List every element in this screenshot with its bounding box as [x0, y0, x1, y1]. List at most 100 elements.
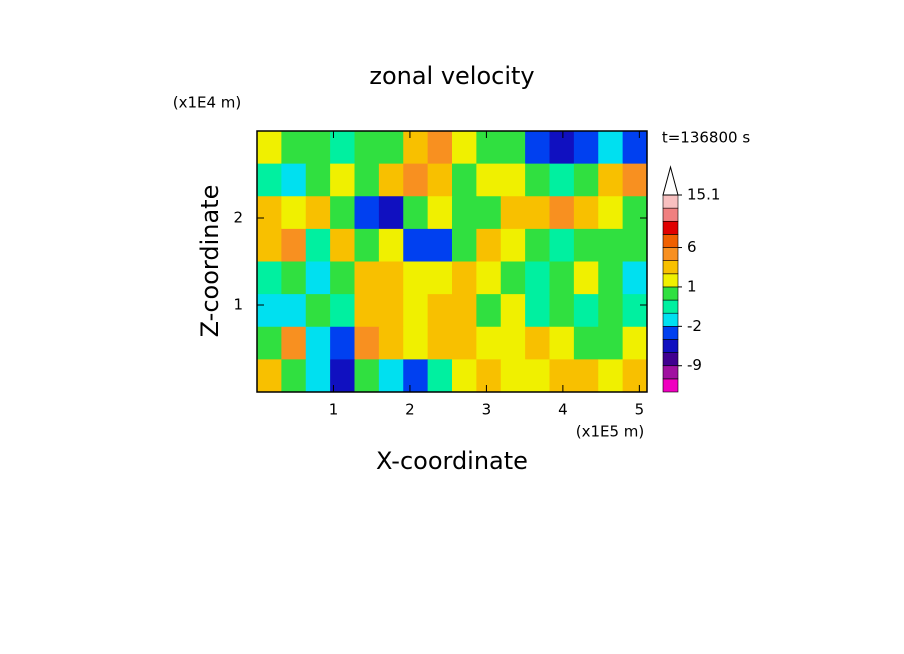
field-cell: [476, 294, 502, 328]
field-cell: [281, 228, 307, 262]
colorbar-segment: [662, 339, 679, 353]
field-cell: [305, 294, 331, 328]
colorbar-segment: [662, 378, 679, 393]
field-cell: [378, 359, 404, 393]
field-cell: [452, 261, 477, 295]
field-cell: [281, 359, 307, 393]
colorbar-extend: [662, 165, 679, 196]
field-cell: [525, 196, 550, 230]
field-cell: [257, 163, 282, 197]
field-cell: [257, 359, 282, 393]
field-cell: [452, 228, 477, 262]
field-cell: [573, 228, 599, 262]
field-cell: [549, 261, 575, 295]
colorbar-segment: [662, 220, 679, 235]
field-cell: [378, 196, 404, 230]
y-tick-label: 2: [233, 209, 243, 227]
colorbar-label: 15.1: [687, 186, 720, 204]
field-cell: [257, 261, 282, 295]
field-cell: [573, 326, 599, 360]
field-cell: [257, 196, 282, 230]
field-cell: [622, 294, 648, 328]
field-cell: [622, 228, 648, 262]
field-cell: [378, 326, 404, 360]
field-cell: [622, 163, 648, 197]
field-cell: [500, 326, 526, 360]
field-cell: [354, 294, 380, 328]
x-tick-label: 1: [329, 401, 339, 419]
field-cell: [500, 228, 526, 262]
field-cell: [427, 261, 453, 295]
field-cell: [281, 294, 307, 328]
field-cell: [354, 359, 380, 393]
field-cell: [598, 163, 624, 197]
annotation: t=136800 s: [662, 129, 750, 147]
field-cell: [500, 131, 526, 165]
y-axis-label: Z-coordinate: [196, 185, 224, 338]
field-cell: [500, 261, 526, 295]
field-cell: [281, 261, 307, 295]
field-cell: [476, 196, 502, 230]
field-cell: [573, 196, 599, 230]
field-cell: [403, 196, 429, 230]
field-cell: [403, 326, 429, 360]
field-cell: [573, 163, 599, 197]
field-cell: [598, 326, 624, 360]
field-cell: [622, 196, 648, 230]
plot-frame: [256, 130, 648, 393]
field-cell: [525, 163, 550, 197]
field-cell: [525, 294, 550, 328]
field-cell: [305, 131, 331, 165]
field-cell: [598, 131, 624, 165]
field-cell: [573, 359, 599, 393]
field-cell: [330, 163, 355, 197]
field-cell: [330, 261, 355, 295]
field-cell: [330, 359, 355, 393]
x-tick-label: 4: [558, 401, 568, 419]
x-tick-label: 3: [482, 401, 492, 419]
field-cell: [452, 294, 477, 328]
y-unit: (x1E4 m): [173, 94, 242, 112]
field-cell: [281, 326, 307, 360]
colorbar-segment: [662, 207, 679, 222]
field-cell: [281, 196, 307, 230]
colorbar-segment: [662, 273, 679, 288]
colorbar-segment: [662, 312, 679, 327]
field-cell: [354, 196, 380, 230]
field-cell: [573, 294, 599, 328]
field-cell: [476, 163, 502, 197]
colorbar-segment: [662, 286, 679, 301]
field-cell: [598, 261, 624, 295]
colorbar-segment: [662, 326, 679, 340]
colorbar-segment: [662, 299, 679, 314]
field-cell: [573, 131, 599, 165]
chart-title: zonal velocity: [369, 62, 534, 90]
field-cell: [452, 359, 477, 393]
field-cell: [354, 326, 380, 360]
field-cell: [378, 131, 404, 165]
field-cell: [427, 163, 453, 197]
colorbar-label: -2: [687, 317, 702, 335]
field-cell: [598, 359, 624, 393]
field-cell: [452, 196, 477, 230]
field-cell: [598, 196, 624, 230]
field-cell: [452, 326, 477, 360]
field-cell: [427, 228, 453, 262]
y-tick-label: 1: [233, 296, 243, 314]
field-cell: [378, 163, 404, 197]
field-cell: [257, 131, 282, 165]
colorbar-segment: [662, 247, 679, 261]
field-cell: [257, 294, 282, 328]
field-cell: [281, 163, 307, 197]
field-cell: [403, 228, 429, 262]
x-unit: (x1E5 m): [576, 423, 645, 441]
field-cell: [354, 163, 380, 197]
field-cell: [330, 196, 355, 230]
field-cell: [500, 163, 526, 197]
field-cell: [427, 359, 453, 393]
colorbar-label: 1: [687, 277, 697, 295]
field-cell: [549, 131, 575, 165]
field-cell: [476, 131, 502, 165]
field-cell: [525, 131, 550, 165]
